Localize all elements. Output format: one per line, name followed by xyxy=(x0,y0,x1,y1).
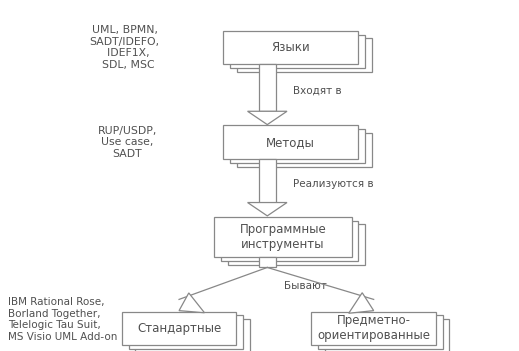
Text: Программные
инструменты: Программные инструменты xyxy=(239,223,326,251)
Bar xyxy=(259,159,276,203)
Text: Реализуются в: Реализуются в xyxy=(293,179,374,189)
Bar xyxy=(230,129,365,163)
Bar xyxy=(135,319,250,351)
Bar xyxy=(230,35,365,68)
Bar xyxy=(129,315,243,349)
Text: Стандартные: Стандартные xyxy=(137,322,221,335)
Bar xyxy=(259,64,276,111)
Bar xyxy=(325,319,449,351)
Bar xyxy=(214,217,351,257)
Polygon shape xyxy=(248,111,287,125)
Text: Предметно-
ориентированные: Предметно- ориентированные xyxy=(317,314,430,342)
Bar xyxy=(237,133,372,167)
Polygon shape xyxy=(248,203,287,216)
Polygon shape xyxy=(349,293,374,313)
Bar xyxy=(223,126,358,159)
Text: IBM Rational Rose,
Borland Together,
Telelogic Tau Suit,
MS Visio UML Add-on: IBM Rational Rose, Borland Together, Tel… xyxy=(8,297,117,342)
Bar xyxy=(318,315,443,349)
Bar xyxy=(259,257,276,267)
Bar xyxy=(223,31,358,64)
Text: UML, BPMN,
SADT/IDEFO,
  IDEF1X,
  SDL, MSC: UML, BPMN, SADT/IDEFO, IDEF1X, SDL, MSC xyxy=(89,25,160,70)
Bar xyxy=(221,220,358,261)
Text: Бывают: Бывают xyxy=(284,280,327,291)
Polygon shape xyxy=(179,293,204,313)
Text: Языки: Языки xyxy=(271,41,310,54)
Text: Входят в: Входят в xyxy=(293,86,342,96)
Bar xyxy=(237,39,372,72)
Bar xyxy=(228,225,365,265)
Bar xyxy=(122,312,236,345)
Text: Методы: Методы xyxy=(266,135,315,149)
Bar xyxy=(311,312,436,345)
Text: RUP/USDP,
Use case,
SADT: RUP/USDP, Use case, SADT xyxy=(98,126,157,159)
